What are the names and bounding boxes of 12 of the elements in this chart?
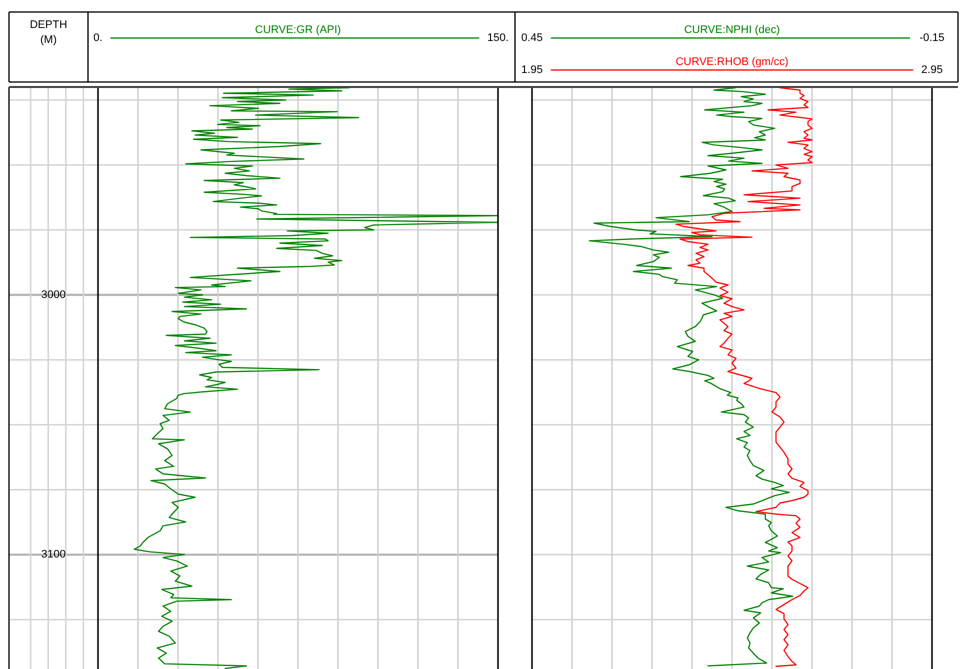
text: CURVE:GR (API) [255,24,341,36]
x2-tick-label: 2.95 [921,64,943,76]
series-label: CURVE:RHOB (gm/cc) [676,56,788,68]
x-tick-label: 150. [487,32,509,44]
x-tick-label: 0.45 [521,32,543,44]
x-tick-label: -0.15 [919,32,945,44]
y-tick-label: 3000 [41,288,66,301]
y-tick-label: 3100 [41,548,66,561]
y-axis-title: DEPTH (M) [30,19,68,46]
text: CURVE:NPHI (dec) [684,24,780,36]
x2-tick-label: 1.95 [521,64,543,76]
x-tick-label: 0. [93,32,103,44]
